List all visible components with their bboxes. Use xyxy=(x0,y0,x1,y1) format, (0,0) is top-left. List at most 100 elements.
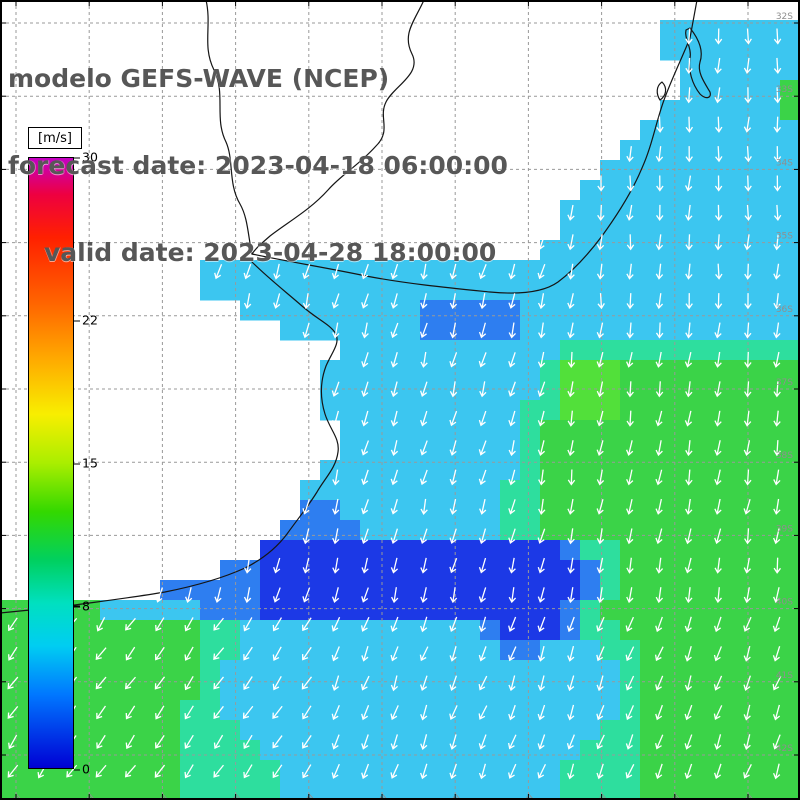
wind-cell-run xyxy=(200,640,241,661)
wind-cell-run xyxy=(620,380,800,401)
wind-arrow xyxy=(743,557,752,574)
wind-arrow xyxy=(684,616,692,633)
wind-arrow xyxy=(625,616,635,632)
wind-arrow xyxy=(744,263,752,280)
wind-arrow xyxy=(478,528,487,545)
wind-arrow xyxy=(655,381,664,398)
wind-arrow xyxy=(243,263,252,280)
latitude-label: 34S xyxy=(776,158,793,168)
wind-arrow xyxy=(567,528,575,545)
wind-arrow xyxy=(626,204,634,221)
wind-arrow xyxy=(390,734,398,750)
wind-cell-run xyxy=(280,760,561,781)
longitude-label: 57W xyxy=(151,793,171,800)
wind-arrow xyxy=(773,410,781,427)
wind-cell-run xyxy=(340,340,561,361)
wind-arrow xyxy=(597,175,605,192)
wind-cell-run xyxy=(640,680,800,701)
wind-arrow xyxy=(478,263,487,280)
wind-arrow xyxy=(361,440,370,456)
wind-cell-run xyxy=(640,660,800,681)
wind-arrow xyxy=(744,528,752,545)
wind-arrow xyxy=(508,322,516,339)
wind-arrow xyxy=(537,557,545,574)
wind-arrow xyxy=(655,734,664,750)
wind-arrow xyxy=(272,587,281,603)
wind-cell-run xyxy=(180,720,241,741)
wind-arrow xyxy=(213,734,224,750)
wind-arrow xyxy=(537,734,546,750)
wind-arrow xyxy=(773,175,782,192)
wind-arrow xyxy=(655,322,664,339)
wind-arrow xyxy=(596,587,605,604)
wind-arrow xyxy=(714,87,722,104)
wind-arrow xyxy=(508,469,516,486)
wind-arrow xyxy=(714,440,722,457)
colorbar-scale: 30 22 15 8 0 xyxy=(28,150,98,777)
wind-arrow xyxy=(390,263,399,280)
wind-arrow xyxy=(567,587,575,604)
wind-cell-run xyxy=(560,360,621,381)
wind-cell-run xyxy=(600,580,621,601)
wind-arrow xyxy=(567,469,576,486)
wind-arrow xyxy=(743,440,752,457)
wind-arrow xyxy=(684,557,692,574)
wind-arrow xyxy=(685,116,694,133)
wind-cell-run xyxy=(200,280,800,301)
wind-arrow xyxy=(390,616,399,633)
wind-arrow xyxy=(685,381,693,398)
wind-arrow xyxy=(626,381,634,398)
longitude-label: 50W xyxy=(663,793,683,800)
wind-arrow xyxy=(743,763,752,779)
wind-cell-run xyxy=(500,640,541,661)
wind-arrow xyxy=(479,381,487,398)
wind-cell-run xyxy=(360,520,501,541)
wind-arrow xyxy=(331,293,340,309)
wind-arrow xyxy=(567,351,576,369)
wind-arrow xyxy=(449,322,458,339)
wind-cell-run xyxy=(580,180,800,201)
wind-cell-run xyxy=(320,400,521,421)
wind-cell-run xyxy=(260,540,561,561)
wind-arrow xyxy=(508,587,517,604)
wind-cell-run xyxy=(540,360,561,381)
wind-cell-run xyxy=(580,560,601,581)
wind-arrow xyxy=(715,116,723,133)
wind-cell-run xyxy=(200,680,221,701)
wind-cell-run xyxy=(560,200,800,221)
wind-arrow xyxy=(360,616,370,632)
wind-cell-run xyxy=(640,720,800,741)
wind-cell-run xyxy=(420,320,521,341)
wind-arrow xyxy=(420,704,428,721)
wind-arrow xyxy=(772,734,781,750)
wind-arrow xyxy=(685,28,693,45)
wind-arrow xyxy=(567,557,575,574)
wind-arrow xyxy=(302,557,310,574)
wind-cell-run xyxy=(640,780,800,800)
longitude-label: 53W xyxy=(444,793,464,800)
wind-arrow xyxy=(213,617,224,631)
wind-arrow xyxy=(302,617,312,632)
wind-arrow xyxy=(273,293,281,309)
wind-arrow xyxy=(773,381,781,398)
wind-cell-run xyxy=(320,360,541,381)
wind-arrow xyxy=(714,734,722,750)
wind-arrow xyxy=(714,28,723,45)
wind-arrow xyxy=(7,764,19,778)
wind-arrow xyxy=(8,646,18,661)
wind-arrow xyxy=(302,587,311,603)
wind-arrow xyxy=(537,645,546,662)
wind-arrow xyxy=(479,293,487,310)
wind-arrow xyxy=(596,557,604,574)
wind-arrow xyxy=(213,676,225,690)
wind-cell-run xyxy=(240,720,601,741)
wind-arrow xyxy=(744,204,752,222)
wind-arrow xyxy=(685,498,693,515)
wind-arrow xyxy=(626,234,635,251)
wind-arrow xyxy=(567,263,575,280)
wind-arrow xyxy=(331,381,340,397)
wind-arrow xyxy=(537,263,546,280)
longitude-label: 52W xyxy=(517,793,537,800)
wind-arrow xyxy=(743,499,751,515)
